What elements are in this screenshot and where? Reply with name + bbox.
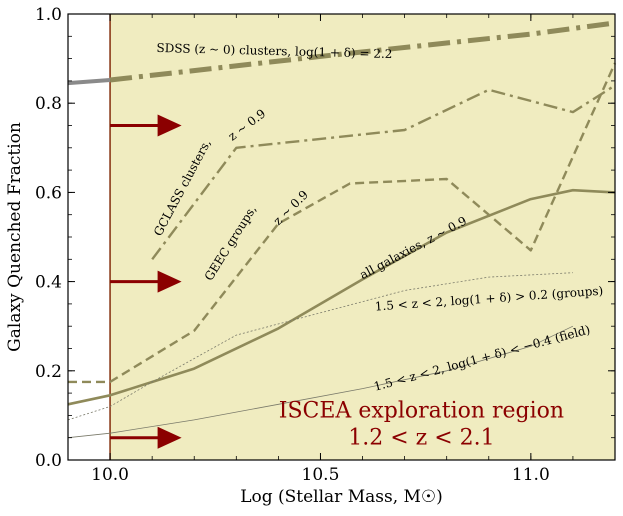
region-label-9: 1.2 < z < 2.1 <box>348 425 494 450</box>
x-tick-label: 10.0 <box>91 465 129 485</box>
region-arrow-0 <box>110 114 182 137</box>
1-5-z-2-groups-line <box>67 272 573 421</box>
x-axis-title: Log (Stellar Mass, M☉) <box>240 487 443 507</box>
y-tick-label: 0.4 <box>35 273 62 293</box>
x-tick-label: 11.0 <box>512 465 550 485</box>
series-annotation-0: SDSS (z ~ 0) clusters, log(1 + δ) = 2.2 <box>156 41 392 61</box>
sdss-z-0-clusters-line-seg-0 <box>67 78 111 86</box>
all-galaxies-z-0-9-line <box>67 188 616 406</box>
y-tick-label: 1.0 <box>35 5 62 25</box>
region-arrow-1 <box>110 270 182 293</box>
y-tick-label: 0.8 <box>35 94 62 114</box>
y-tick-label: 0.2 <box>35 362 62 382</box>
region-arrow-2 <box>110 426 182 449</box>
geec-groups-z-0-9-line <box>68 62 617 384</box>
1-5-z-2-field-line <box>67 325 574 439</box>
y-tick-label: 0.6 <box>35 183 62 203</box>
region-label-8: ISCEA exploration region <box>279 399 564 424</box>
x-tick-label: 10.5 <box>302 465 340 485</box>
y-tick-label: 0.0 <box>35 451 62 471</box>
iscea-region-shade <box>110 14 616 460</box>
y-axis-title: Galaxy Quenched Fraction <box>5 122 25 352</box>
gclass-clusters-z-0-9-line <box>151 84 616 261</box>
